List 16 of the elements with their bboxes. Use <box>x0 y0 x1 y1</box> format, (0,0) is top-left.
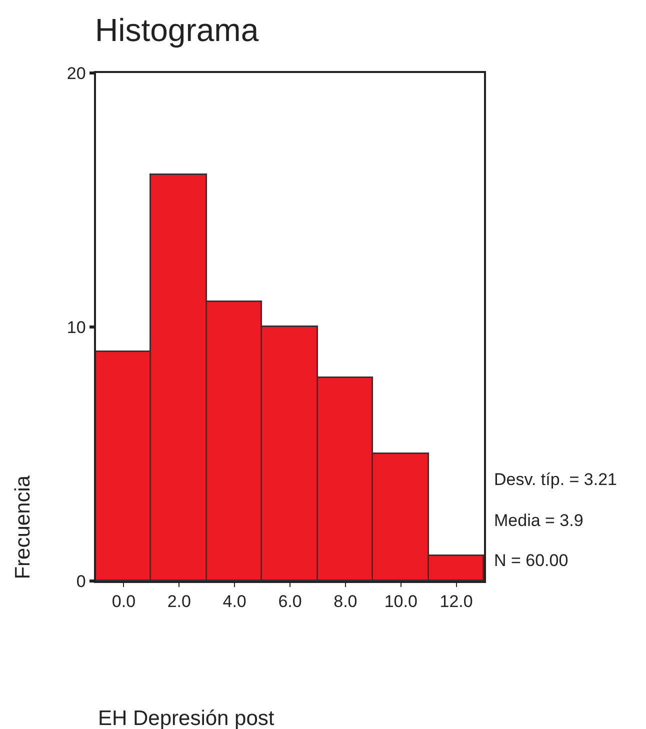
text: Desv. típ. = 3.21 <box>494 470 618 489</box>
y-tick-label: 10 <box>66 318 86 337</box>
chart-title: Histograma <box>95 12 259 48</box>
x-axis-title: EH Depresión post <box>98 707 274 729</box>
x-tick-label: 4.0 <box>222 592 246 612</box>
x-tick-label: 2.0 <box>167 592 191 612</box>
x-tick-label: 0.0 <box>112 592 136 612</box>
x-tick-label: 10.0 <box>384 592 418 612</box>
x-tick-label: 8.0 <box>334 592 358 612</box>
y-tick-label: 20 <box>66 64 86 83</box>
x-tick-label: 12.0 <box>440 592 473 612</box>
y-tick-label: 0 <box>76 572 86 591</box>
text: N = 60.00 <box>494 551 568 570</box>
text: Media = 3.9 <box>494 511 584 530</box>
x-tick-label: 6.0 <box>278 592 302 612</box>
y-axis-title: Frecuencia <box>11 475 34 580</box>
